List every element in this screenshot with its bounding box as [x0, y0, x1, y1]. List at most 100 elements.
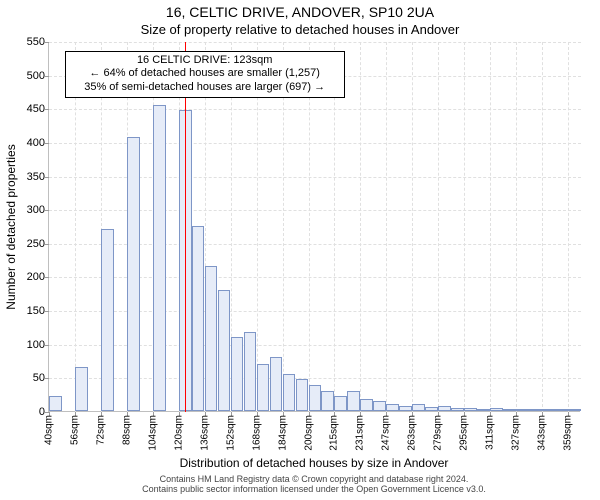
histogram-bar [373, 401, 386, 411]
xtick-label: 72sqm [95, 415, 106, 445]
xtick-label: 295sqm [459, 415, 470, 451]
attribution-text: Contains HM Land Registry data © Crown c… [48, 474, 580, 495]
ytick-label: 300 [5, 204, 45, 216]
xtick-label: 263sqm [407, 415, 418, 451]
ytick-mark [45, 177, 49, 178]
histogram-bar [529, 409, 542, 411]
ytick-label: 550 [5, 36, 45, 48]
histogram-bar [464, 408, 477, 411]
histogram-bar [347, 391, 360, 411]
gridline-v [464, 42, 465, 412]
histogram-bar [477, 409, 490, 411]
ytick-label: 250 [5, 238, 45, 250]
xtick-label: 231sqm [355, 415, 366, 451]
ytick-mark [45, 210, 49, 211]
histogram-bar [283, 374, 296, 411]
histogram-bar [49, 396, 62, 411]
histogram-bar [555, 409, 568, 411]
histogram-bar [231, 337, 244, 411]
histogram-bar [386, 404, 399, 411]
histogram-bar [451, 408, 464, 411]
ytick-label: 400 [5, 137, 45, 149]
xtick-label: 343sqm [537, 415, 548, 451]
histogram-bar [321, 391, 334, 411]
ytick-label: 50 [5, 372, 45, 384]
xtick-label: 247sqm [381, 415, 392, 451]
chart-area: 05010015020025030035040045050055040sqm56… [48, 42, 580, 412]
histogram-bar [503, 409, 516, 411]
gridline-v [412, 42, 413, 412]
xtick-label: 56sqm [69, 415, 80, 445]
gridline-v [516, 42, 517, 412]
histogram-bar [270, 357, 283, 411]
ytick-mark [45, 76, 49, 77]
histogram-bar [412, 404, 425, 411]
gridline-v [438, 42, 439, 412]
histogram-bar [257, 364, 270, 411]
attribution-line: Contains HM Land Registry data © Crown c… [48, 474, 580, 484]
ytick-label: 350 [5, 171, 45, 183]
xtick-label: 168sqm [251, 415, 262, 451]
histogram-bar [296, 379, 309, 411]
gridline-v [568, 42, 569, 412]
xtick-label: 152sqm [225, 415, 236, 451]
gridline-h [49, 42, 581, 43]
annotation-line: 35% of semi-detached houses are larger (… [72, 81, 338, 95]
xtick-label: 311sqm [485, 415, 496, 450]
ytick-mark [45, 311, 49, 312]
histogram-bar [490, 408, 503, 411]
histogram-bar [542, 409, 555, 411]
histogram-bar [244, 332, 257, 411]
gridline-v [490, 42, 491, 412]
xtick-label: 359sqm [563, 415, 574, 451]
xtick-label: 184sqm [277, 415, 288, 451]
annotation-box: 16 CELTIC DRIVE: 123sqm← 64% of detached… [65, 51, 345, 98]
ytick-mark [45, 345, 49, 346]
ytick-mark [45, 42, 49, 43]
ytick-label: 450 [5, 103, 45, 115]
histogram-bar [516, 409, 529, 411]
histogram-bar [309, 385, 322, 411]
xtick-label: 40sqm [44, 415, 55, 445]
gridline-h [49, 109, 581, 110]
gridline-v [360, 42, 361, 412]
histogram-bar [127, 137, 140, 411]
ytick-mark [45, 277, 49, 278]
xtick-label: 104sqm [147, 415, 158, 451]
gridline-v [542, 42, 543, 412]
page-title: 16, CELTIC DRIVE, ANDOVER, SP10 2UA [0, 4, 600, 20]
xtick-label: 88sqm [121, 415, 132, 445]
ytick-label: 500 [5, 70, 45, 82]
histogram-plot: 05010015020025030035040045050055040sqm56… [48, 42, 580, 412]
ytick-mark [45, 143, 49, 144]
xtick-label: 200sqm [303, 415, 314, 451]
ytick-label: 0 [5, 406, 45, 418]
histogram-bar [425, 407, 438, 411]
histogram-bar [334, 396, 347, 411]
x-axis-label: Distribution of detached houses by size … [48, 456, 580, 470]
ytick-label: 100 [5, 339, 45, 351]
attribution-line: Contains public sector information licen… [48, 484, 580, 494]
ytick-mark [45, 109, 49, 110]
ytick-label: 200 [5, 271, 45, 283]
histogram-bar [75, 367, 88, 411]
histogram-bar [218, 290, 231, 411]
ytick-label: 150 [5, 305, 45, 317]
xtick-label: 136sqm [199, 415, 210, 451]
histogram-bar [192, 226, 205, 411]
histogram-bar [568, 409, 581, 411]
y-axis-label: Number of detached properties [4, 42, 18, 412]
annotation-line: ← 64% of detached houses are smaller (1,… [72, 67, 338, 81]
gridline-v [386, 42, 387, 412]
xtick-label: 327sqm [511, 415, 522, 451]
ytick-mark [45, 244, 49, 245]
histogram-bar [205, 266, 218, 411]
page-subtitle: Size of property relative to detached ho… [0, 22, 600, 37]
histogram-bar [360, 399, 373, 411]
histogram-bar [153, 105, 166, 411]
xtick-label: 215sqm [329, 415, 340, 451]
histogram-bar [438, 406, 451, 411]
xtick-label: 120sqm [173, 415, 184, 451]
ytick-mark [45, 378, 49, 379]
xtick-label: 279sqm [433, 415, 444, 451]
